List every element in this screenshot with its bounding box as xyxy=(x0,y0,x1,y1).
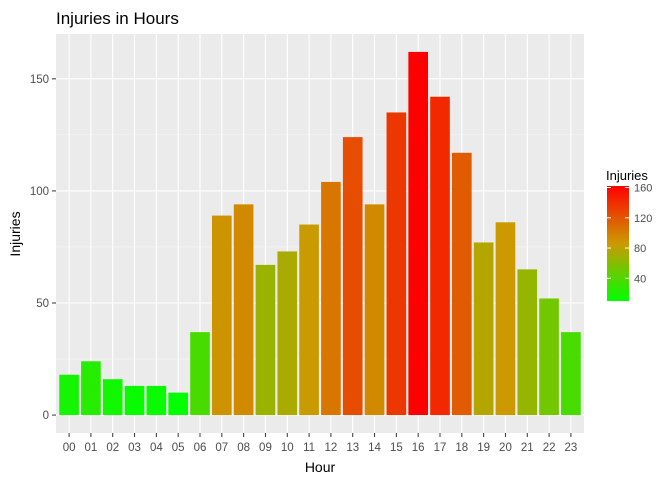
bars xyxy=(59,51,581,416)
bar-00 xyxy=(59,374,79,416)
legend-tick-label: 120 xyxy=(634,213,652,225)
y-axis-ticks: 0 50 100 150 xyxy=(30,74,56,422)
x-tick-label: 14 xyxy=(368,442,381,454)
x-tick-label: 06 xyxy=(194,442,207,454)
bar-02 xyxy=(102,379,123,416)
bar-21 xyxy=(517,269,538,416)
x-tick-label: 22 xyxy=(543,442,556,454)
bar-09 xyxy=(255,264,276,416)
y-tick-label: 100 xyxy=(30,186,49,198)
x-tick-label: 07 xyxy=(215,442,228,454)
bar-01 xyxy=(81,361,101,416)
bar-19 xyxy=(473,242,494,416)
bar-23 xyxy=(561,332,581,416)
legend-ticks: 40 80 120 160 xyxy=(607,183,652,285)
bar-08 xyxy=(233,204,254,416)
x-tick-label: 03 xyxy=(128,442,141,454)
bar-22 xyxy=(539,298,559,416)
bar-12 xyxy=(321,181,341,416)
bar-18 xyxy=(452,152,472,416)
legend-tick-label: 40 xyxy=(634,273,646,285)
x-tick-label: 13 xyxy=(346,442,359,454)
x-tick-label: 21 xyxy=(521,442,534,454)
x-tick-label: 15 xyxy=(390,442,403,454)
y-axis-title: Injuries xyxy=(7,211,23,256)
bar-10 xyxy=(277,251,298,416)
x-tick-label: 16 xyxy=(412,442,425,454)
x-tick-label: 02 xyxy=(106,442,119,454)
y-tick-label: 150 xyxy=(30,74,49,86)
legend-tick-label: 80 xyxy=(634,243,646,255)
bar-06 xyxy=(190,332,210,416)
legend-colorbar xyxy=(607,186,629,301)
x-tick-label: 01 xyxy=(85,442,98,454)
legend-title: Injuries xyxy=(606,168,648,183)
bar-17 xyxy=(430,96,450,416)
x-axis-ticks: 00 01 02 03 04 05 06 07 08 09 10 11 12 13 14 15 16 17 18 19… xyxy=(63,433,578,454)
bar-14 xyxy=(364,204,385,416)
x-tick-label: 17 xyxy=(434,442,447,454)
legend-tick-label: 160 xyxy=(634,183,652,195)
x-tick-label: 04 xyxy=(150,442,163,454)
x-tick-label: 10 xyxy=(281,442,294,454)
x-tick-label: 18 xyxy=(455,442,468,454)
x-tick-label: 23 xyxy=(565,442,578,454)
chart-title: Injuries in Hours xyxy=(56,9,179,28)
bar-20 xyxy=(495,222,516,416)
x-tick-label: 00 xyxy=(63,442,76,454)
bar-03 xyxy=(124,385,145,416)
x-tick-label: 09 xyxy=(259,442,272,454)
x-tick-label: 19 xyxy=(477,442,490,454)
x-tick-label: 12 xyxy=(325,442,338,454)
bar-13 xyxy=(342,137,363,416)
x-tick-label: 11 xyxy=(303,442,315,454)
bar-07 xyxy=(212,215,232,416)
y-tick-label: 50 xyxy=(36,298,49,310)
legend: Injuries 40 80 120 160 xyxy=(606,168,652,301)
bar-15 xyxy=(386,112,407,416)
x-tick-label: 08 xyxy=(237,442,250,454)
y-tick-label: 0 xyxy=(43,410,49,422)
bar-04 xyxy=(146,385,167,416)
bar-16 xyxy=(408,51,428,416)
x-axis-title: Hour xyxy=(305,459,336,475)
bar-05 xyxy=(168,392,188,416)
x-tick-label: 20 xyxy=(499,442,512,454)
bar-11 xyxy=(299,224,319,416)
x-tick-label: 05 xyxy=(172,442,185,454)
